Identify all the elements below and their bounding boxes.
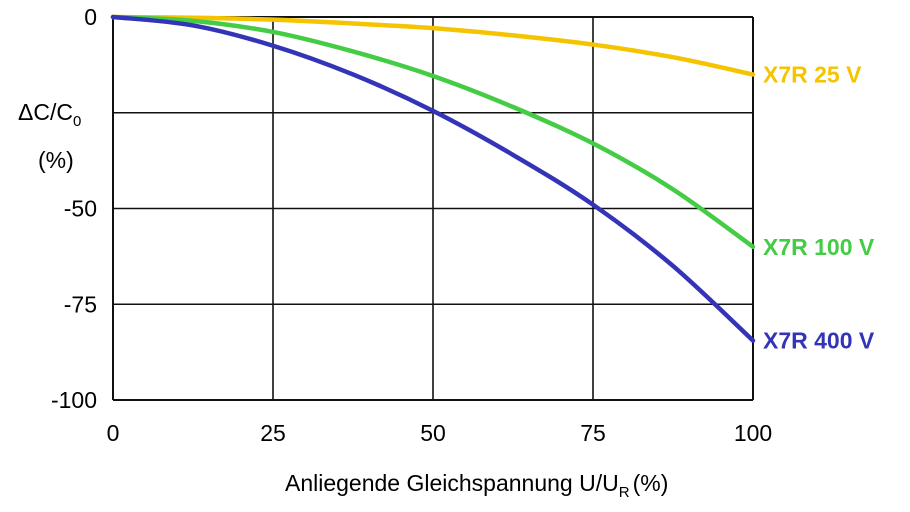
y-tick-labels: 0 -50 -75 -100	[51, 4, 97, 413]
y-axis-label: ΔC/C0	[18, 99, 81, 130]
series-lines	[110, 14, 756, 343]
x-tick-label: 50	[420, 420, 446, 446]
y-tick-label: 0	[84, 4, 97, 30]
series-label: X7R 25 V	[763, 61, 862, 87]
x-tick-label: 25	[260, 420, 286, 446]
y-axis-unit: (%)	[38, 147, 74, 173]
x-tick-label: 0	[107, 420, 120, 446]
series-label: X7R 400 V	[763, 328, 875, 354]
x-tick-labels: 0 25 50 75 100	[107, 420, 773, 446]
x-tick-label: 100	[734, 420, 772, 446]
x-tick-label: 75	[580, 420, 606, 446]
series-line	[110, 14, 756, 343]
series-line	[110, 14, 756, 250]
y-tick-label: -100	[51, 387, 97, 413]
series-label: X7R 100 V	[763, 234, 875, 260]
x-axis-label: Anliegende Gleichspannung U/UR (%)	[285, 470, 668, 501]
y-tick-label: -75	[64, 291, 97, 317]
y-tick-label: -50	[64, 196, 97, 222]
series-line	[110, 14, 756, 77]
series-labels: X7R 25 V X7R 100 V X7R 400 V	[763, 61, 875, 353]
